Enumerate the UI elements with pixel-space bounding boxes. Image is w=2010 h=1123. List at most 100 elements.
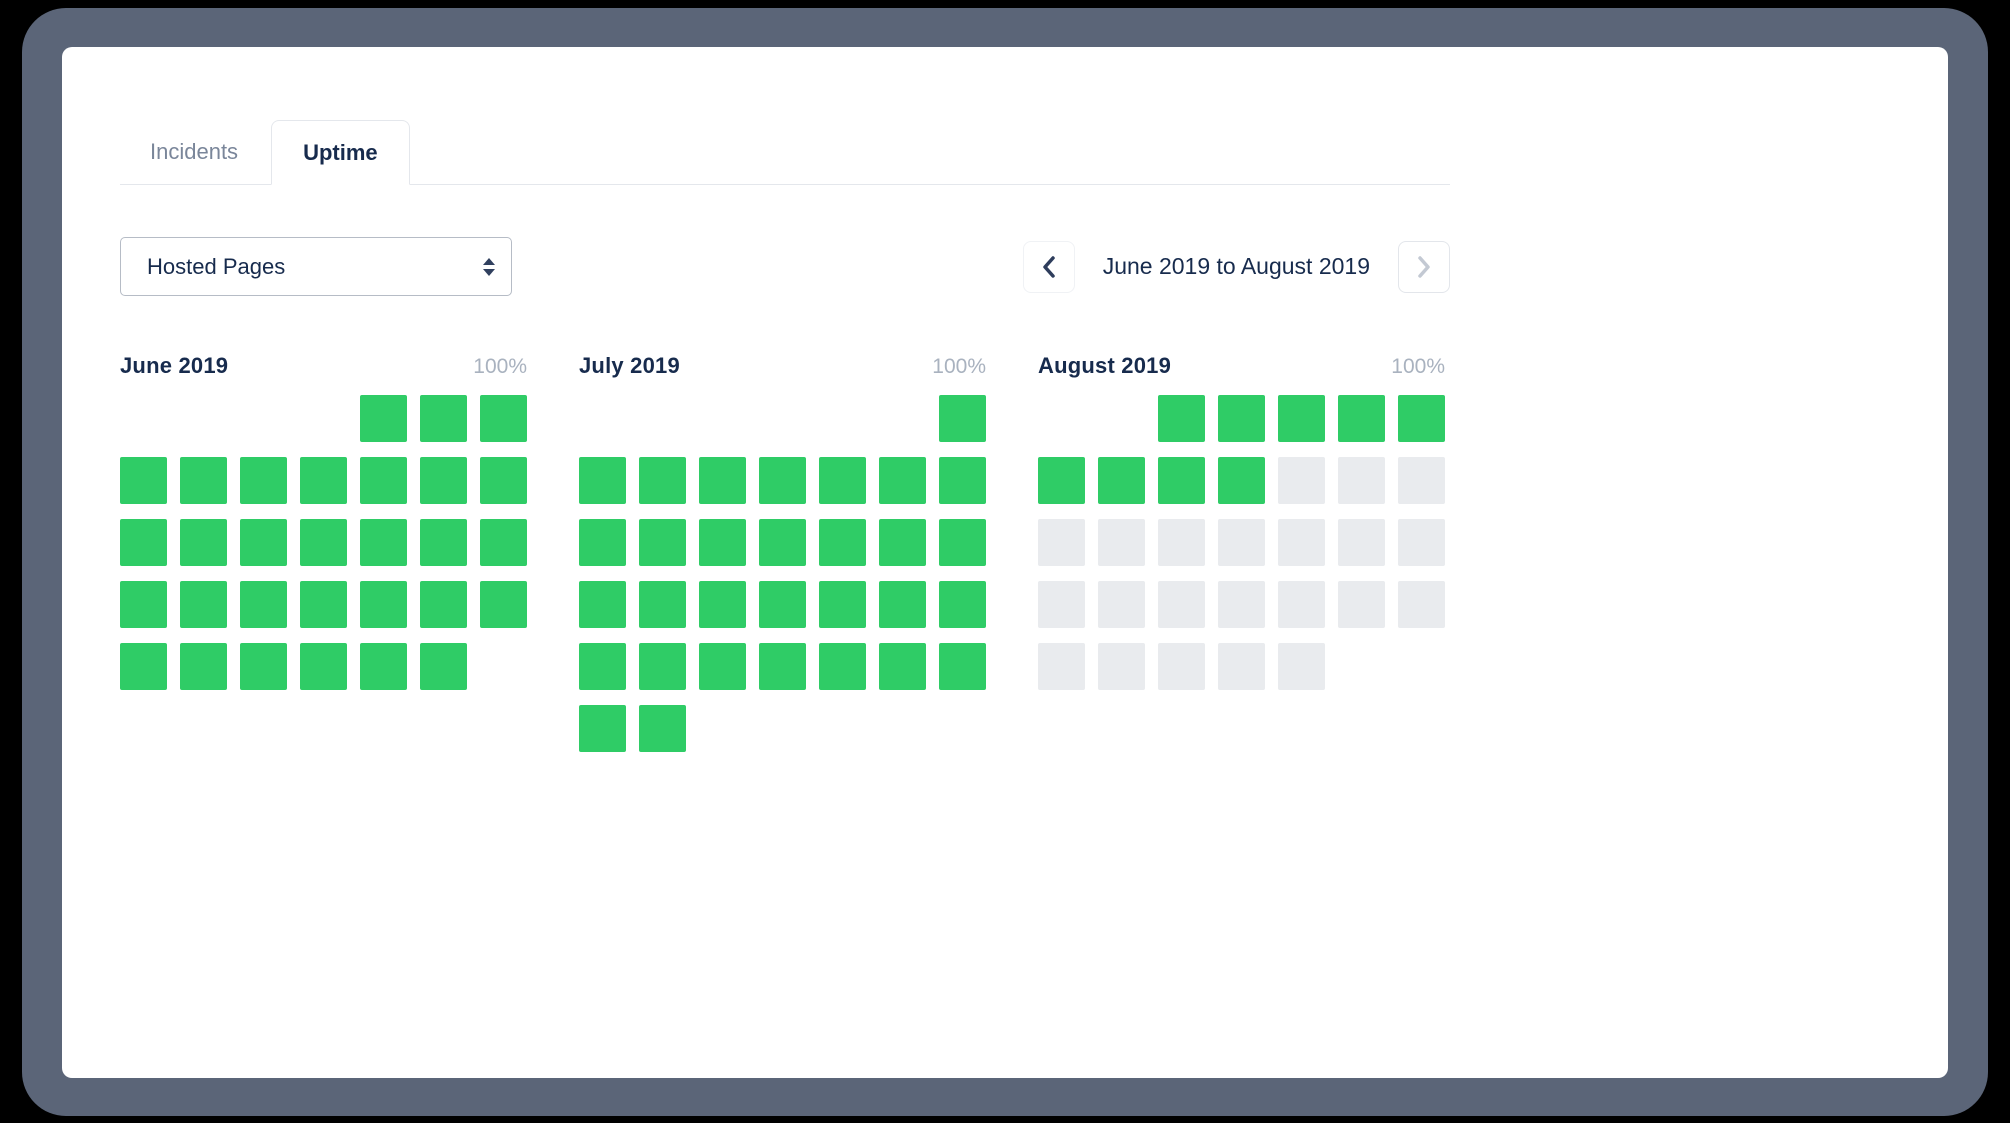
uptime-day-cell[interactable]	[300, 519, 347, 566]
device-frame: Incidents Uptime Hosted Pages	[22, 8, 1988, 1116]
uptime-day-cell[interactable]	[639, 705, 686, 752]
uptime-day-cell[interactable]	[879, 581, 926, 628]
uptime-day-cell[interactable]	[420, 395, 467, 442]
uptime-day-cell[interactable]	[240, 643, 287, 690]
future-day-cell	[1218, 519, 1265, 566]
month-header: July 2019 100%	[579, 353, 986, 379]
uptime-day-cell[interactable]	[360, 457, 407, 504]
uptime-day-cell[interactable]	[1158, 395, 1205, 442]
date-range-pager: June 2019 to August 2019	[1022, 240, 1450, 293]
future-day-cell	[1038, 581, 1085, 628]
uptime-day-cell[interactable]	[579, 519, 626, 566]
triangle-up-icon	[483, 257, 495, 265]
month-title: June 2019	[120, 353, 229, 378]
future-day-cell	[1098, 519, 1145, 566]
future-day-cell	[1278, 581, 1325, 628]
uptime-day-cell[interactable]	[579, 581, 626, 628]
uptime-day-cell[interactable]	[699, 457, 746, 504]
uptime-day-cell[interactable]	[300, 457, 347, 504]
tab-uptime[interactable]: Uptime	[271, 120, 410, 185]
uptime-day-cell[interactable]	[480, 457, 527, 504]
uptime-day-cell[interactable]	[120, 581, 167, 628]
uptime-day-cell[interactable]	[120, 457, 167, 504]
future-day-cell	[1278, 519, 1325, 566]
uptime-day-cell[interactable]	[480, 519, 527, 566]
uptime-day-cell[interactable]	[939, 395, 986, 442]
month-uptime-percent: 100%	[473, 355, 527, 378]
uptime-day-cell[interactable]	[480, 581, 527, 628]
uptime-day-cell[interactable]	[699, 643, 746, 690]
uptime-day-cell[interactable]	[240, 519, 287, 566]
uptime-day-cell[interactable]	[759, 643, 806, 690]
prev-range-button[interactable]	[1022, 240, 1075, 293]
uptime-day-cell[interactable]	[879, 519, 926, 566]
tab-incidents[interactable]: Incidents	[150, 139, 239, 164]
uptime-day-cell[interactable]	[420, 643, 467, 690]
uptime-day-cell[interactable]	[579, 705, 626, 752]
uptime-day-cell[interactable]	[879, 643, 926, 690]
future-day-cell	[1098, 643, 1145, 690]
month-grid	[1038, 395, 1445, 690]
uptime-day-cell[interactable]	[1218, 457, 1265, 504]
uptime-day-cell[interactable]	[300, 643, 347, 690]
uptime-day-cell[interactable]	[819, 581, 866, 628]
uptime-day-cell[interactable]	[579, 643, 626, 690]
uptime-day-cell[interactable]	[639, 457, 686, 504]
chevron-left-icon	[1042, 255, 1055, 278]
uptime-day-cell[interactable]	[360, 643, 407, 690]
uptime-day-cell[interactable]	[1338, 395, 1385, 442]
uptime-day-cell[interactable]	[300, 581, 347, 628]
uptime-day-cell[interactable]	[360, 581, 407, 628]
uptime-day-cell[interactable]	[180, 457, 227, 504]
future-day-cell	[1038, 643, 1085, 690]
uptime-day-cell[interactable]	[120, 643, 167, 690]
future-day-cell	[1278, 643, 1325, 690]
tab-bar: Incidents Uptime	[120, 120, 1450, 185]
uptime-day-cell[interactable]	[1218, 395, 1265, 442]
uptime-day-cell[interactable]	[819, 643, 866, 690]
uptime-day-cell[interactable]	[1158, 457, 1205, 504]
uptime-day-cell[interactable]	[420, 581, 467, 628]
uptime-day-cell[interactable]	[240, 457, 287, 504]
uptime-day-cell[interactable]	[879, 457, 926, 504]
month-title: August 2019	[1038, 353, 1172, 378]
uptime-day-cell[interactable]	[939, 581, 986, 628]
uptime-day-cell[interactable]	[819, 457, 866, 504]
uptime-day-cell[interactable]	[699, 581, 746, 628]
uptime-day-cell[interactable]	[180, 519, 227, 566]
uptime-day-cell[interactable]	[180, 581, 227, 628]
uptime-day-cell[interactable]	[120, 519, 167, 566]
uptime-day-cell[interactable]	[759, 519, 806, 566]
uptime-day-cell[interactable]	[1398, 395, 1445, 442]
next-range-button[interactable]	[1398, 240, 1450, 293]
uptime-day-cell[interactable]	[360, 519, 407, 566]
uptime-day-cell[interactable]	[639, 581, 686, 628]
uptime-page-content: Incidents Uptime Hosted Pages	[120, 47, 1450, 752]
uptime-day-cell[interactable]	[1278, 395, 1325, 442]
uptime-day-cell[interactable]	[1098, 457, 1145, 504]
uptime-day-cell[interactable]	[759, 457, 806, 504]
uptime-day-cell[interactable]	[180, 643, 227, 690]
uptime-day-cell[interactable]	[1038, 457, 1085, 504]
uptime-day-cell[interactable]	[240, 581, 287, 628]
date-range-label: June 2019 to August 2019	[1102, 253, 1370, 279]
uptime-day-cell[interactable]	[579, 457, 626, 504]
uptime-day-cell[interactable]	[819, 519, 866, 566]
month-august-2019: August 2019 100%	[1038, 353, 1445, 752]
uptime-day-cell[interactable]	[639, 643, 686, 690]
uptime-day-cell[interactable]	[360, 395, 407, 442]
uptime-day-cell[interactable]	[759, 581, 806, 628]
future-day-cell	[1158, 581, 1205, 628]
page-select[interactable]: Hosted Pages	[120, 237, 512, 296]
uptime-day-cell[interactable]	[420, 457, 467, 504]
uptime-day-cell[interactable]	[699, 519, 746, 566]
page-select-value: Hosted Pages	[147, 253, 286, 279]
uptime-day-cell[interactable]	[480, 395, 527, 442]
uptime-day-cell[interactable]	[939, 643, 986, 690]
uptime-day-cell[interactable]	[420, 519, 467, 566]
future-day-cell	[1158, 643, 1205, 690]
month-uptime-percent: 100%	[932, 355, 986, 378]
uptime-day-cell[interactable]	[639, 519, 686, 566]
uptime-day-cell[interactable]	[939, 457, 986, 504]
uptime-day-cell[interactable]	[939, 519, 986, 566]
